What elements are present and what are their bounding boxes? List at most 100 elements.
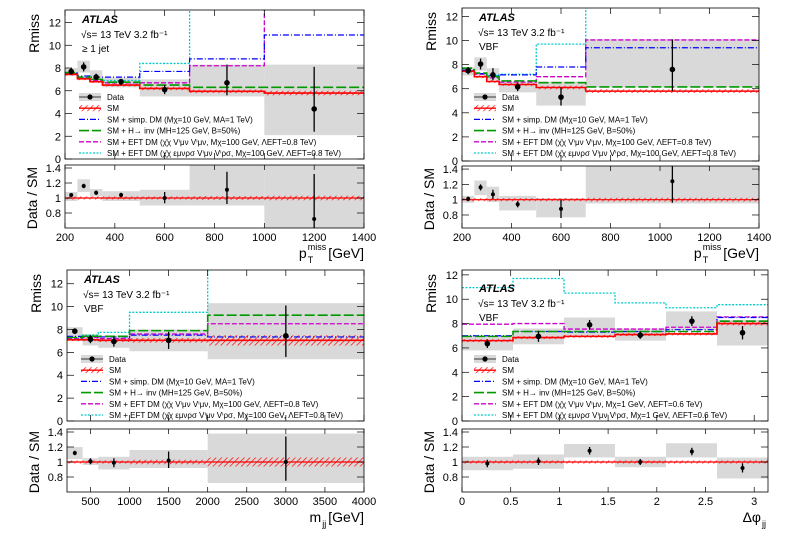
- legend-label: Data: [502, 93, 519, 102]
- x-axis-label-main: Δφ: [743, 509, 761, 525]
- ratio-point: [515, 202, 520, 207]
- x-axis-label-main: p: [299, 245, 307, 261]
- ratio-y-axis-label: Data / SM: [421, 431, 437, 493]
- y-tick-label: 8: [452, 319, 458, 331]
- x-tick-label: 600: [552, 232, 570, 244]
- legend-label: SM: [502, 104, 514, 113]
- ratio-plot: [462, 166, 759, 219]
- ratio-point: [490, 192, 495, 197]
- data-point: [93, 74, 99, 80]
- ratio-y-tick-label: 1.2: [443, 442, 458, 454]
- x-tick-label: 4000: [352, 496, 376, 508]
- y-axis-label: Rmiss: [423, 274, 439, 313]
- main-plot: [67, 270, 364, 360]
- legend-label: SM + simp. DM (Mχ=10 GeV, MA=1 TeV): [502, 377, 648, 386]
- ratio-frame: [461, 428, 769, 493]
- ratio-point: [72, 451, 77, 455]
- data-point: [484, 340, 491, 347]
- y-tick-label: 4: [55, 109, 61, 121]
- ratio-point: [478, 185, 483, 190]
- data-point: [586, 321, 593, 328]
- ratio-frame: [66, 428, 365, 493]
- data-point: [111, 338, 117, 345]
- y-tick-label: 4: [452, 367, 458, 379]
- data-point: [161, 86, 168, 93]
- x-tick-label: 1.5: [600, 496, 615, 508]
- x-tick-label: 1: [556, 496, 562, 508]
- ratio-plot: [67, 433, 364, 483]
- ratio-y-tick-label: 0.8: [443, 210, 458, 222]
- energy-lumi-label: √s= 13 TeV 3.2 fb⁻¹: [478, 27, 565, 39]
- ratio-point: [166, 458, 171, 463]
- panel-4: 0 0.5 1 1.5 2 2.5 3 0 2 4 6 8 10 12 0.8 1 1.2 1.4 Rmiss Dat…: [421, 269, 769, 529]
- y-tick-label: 4: [57, 370, 63, 382]
- atlas-label: ATLAS: [478, 12, 516, 24]
- legend-entry: SM + simp. DM (Mχ=10 GeV, MA=1 TeV): [474, 377, 648, 386]
- legend-label: SM + simp. DM (Mχ=10 GeV, MA=1 TeV): [502, 115, 648, 124]
- x-tick-label: 0.5: [503, 496, 518, 508]
- ratio-y-tick-label: 1.2: [443, 179, 458, 191]
- y-tick-label: 6: [452, 84, 458, 96]
- y-tick-label: 0: [452, 416, 458, 428]
- ratio-point: [81, 184, 86, 188]
- legend-entry: SM + EFT DM (χ̄χ Vⁱμν Vⁱμν, Mχ=100 GeV, …: [79, 138, 317, 147]
- legend-entry: SM + simp. DM (Mχ=10 GeV, MA=1 TeV): [79, 115, 253, 124]
- y-axis-label: Rmiss: [28, 274, 44, 313]
- legend-entry: SM: [474, 104, 514, 113]
- data-point: [224, 79, 230, 86]
- legend-entry: SM + EFT DM (χ̄χ εμνρσ Vⁱμν Vⁱρσ, Mχ=100…: [474, 149, 736, 158]
- data-point: [689, 318, 695, 324]
- y-tick-label: 0: [57, 416, 63, 428]
- x-tick-label: 500: [81, 496, 99, 508]
- x-tick-label: 2000: [195, 496, 219, 508]
- x-tick-label: 400: [502, 232, 520, 244]
- region-label: VBF: [84, 304, 103, 315]
- ratio-y-tick-label: 1: [55, 193, 61, 205]
- ratio-plot: [462, 443, 768, 479]
- legend-label: SM + EFT DM (χ̄χ εμνρσ Vⁱμν Vⁱρσ, Mχ=100…: [502, 149, 736, 158]
- model-line-simp_dm: [67, 334, 364, 338]
- legend-data-marker: [87, 94, 93, 100]
- legend-entry: SM: [79, 104, 119, 113]
- ratio-y-tick-label: 0.8: [443, 472, 458, 484]
- data-point: [535, 333, 542, 340]
- ratio-y-tick-label: 1: [452, 457, 458, 469]
- legend-label: SM + EFT DM (χ̄χ Vⁱμν Vⁱμν, Mχ=100 GeV, …: [109, 400, 319, 409]
- legend-label: Data: [109, 355, 126, 364]
- y-tick-label: 8: [55, 63, 61, 75]
- y-tick-label: 6: [57, 347, 63, 359]
- sm-line: [67, 338, 364, 342]
- x-tick-label: 3: [751, 496, 757, 508]
- ratio-y-tick-label: 1.2: [46, 178, 61, 190]
- data-point: [739, 329, 746, 336]
- legend-entry: SM + EFT DM (χ̄χ εμνρσ Vⁱμν Vⁱρσ, Mχ=100…: [79, 149, 341, 158]
- sm-line: [462, 322, 768, 342]
- ratio-point: [559, 206, 563, 211]
- ratio-point: [69, 193, 74, 197]
- legend-label: SM + H→ inv (MH=125 GeV, B=50%): [502, 389, 636, 398]
- legend-entry: SM + EFT DM (χ̄χ Vⁱμν Vⁱμν, Mχ=1 GeV, ΛE…: [474, 400, 703, 409]
- y-tick-label: 0: [55, 154, 61, 166]
- y-tick-label: 12: [49, 18, 61, 30]
- sm-line: [462, 70, 759, 92]
- legend-entry: SM + EFT DM (χ̄χ Vⁱμν Vⁱμν, Mχ=100 GeV, …: [474, 138, 712, 147]
- legend-label: Data: [107, 93, 124, 102]
- ratio-point: [670, 179, 675, 184]
- energy-lumi-label: √s= 13 TeV 3.2 fb⁻¹: [478, 298, 565, 310]
- energy-lumi-label: √s= 13 TeV 3.2 fb⁻¹: [81, 29, 168, 41]
- x-axis-label-unit: [GeV]: [328, 509, 364, 525]
- x-tick-label: 800: [205, 232, 223, 244]
- main-plot: [65, 10, 364, 136]
- ratio-y-tick-label: 0.8: [48, 472, 63, 484]
- legend-label: SM + simp. DM (Mχ=10 GeV, MA=1 TeV): [109, 377, 255, 386]
- ratio-y-tick-label: 0.8: [46, 208, 61, 220]
- ratio-point: [88, 459, 93, 464]
- legend-entry: SM: [474, 366, 514, 375]
- energy-lumi-label: √s= 13 TeV 3.2 fb⁻¹: [83, 289, 170, 301]
- y-tick-label: 0: [452, 156, 458, 168]
- main-plot: [462, 277, 768, 351]
- x-tick-label: 2500: [235, 496, 259, 508]
- x-tick-label: 400: [106, 232, 124, 244]
- legend-entry: SM + EFT DM (χ̄χ εμνρσ Vⁱμν Vⁱρσ, Mχ=100…: [81, 411, 343, 420]
- data-point: [283, 332, 289, 339]
